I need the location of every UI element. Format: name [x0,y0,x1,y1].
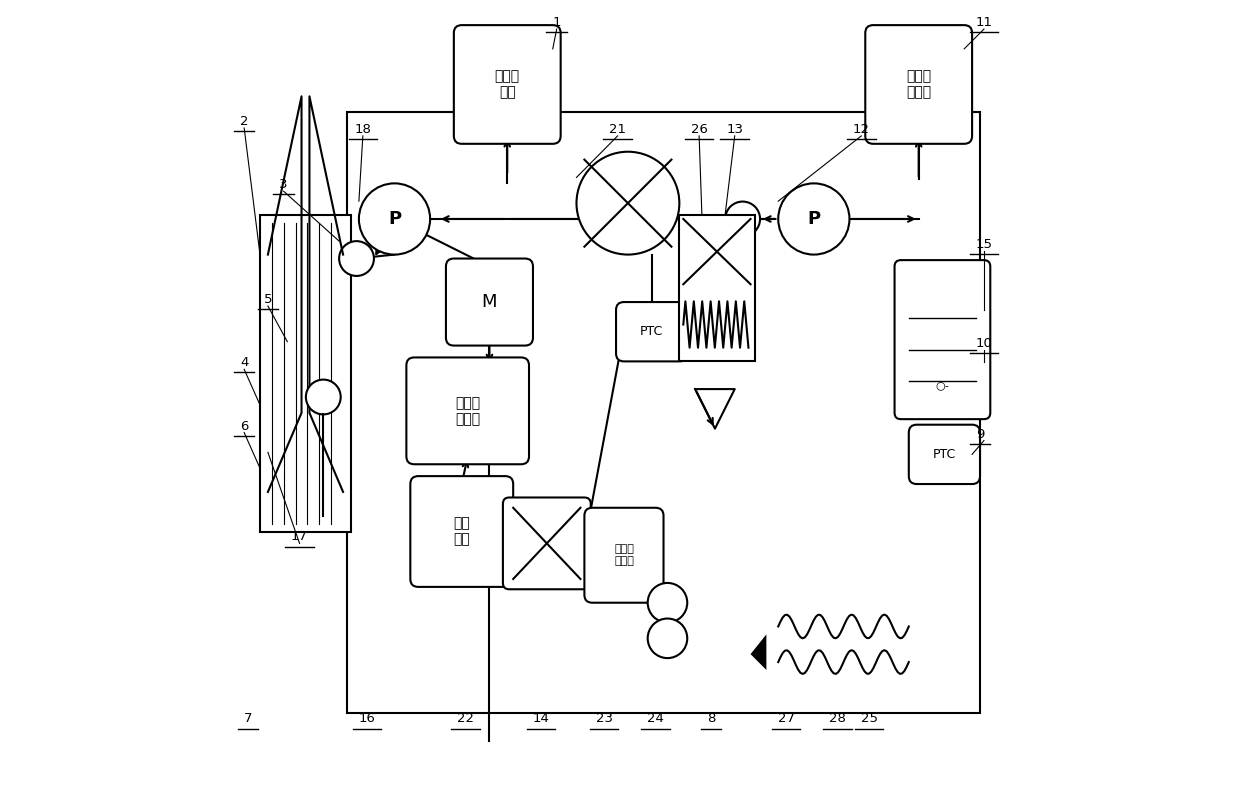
Text: P: P [388,210,401,228]
Text: 14: 14 [532,712,549,726]
Text: 25: 25 [861,712,878,726]
Text: 辅助膨
胀水壶: 辅助膨 胀水壶 [906,69,931,99]
Circle shape [577,152,680,255]
Text: 24: 24 [647,712,665,726]
Text: 22: 22 [458,712,474,726]
Circle shape [339,241,374,276]
Circle shape [647,619,687,658]
Text: 主膨胀
水壶: 主膨胀 水壶 [495,69,520,99]
Text: 11: 11 [976,16,992,29]
Text: 10: 10 [976,337,992,349]
Text: 15: 15 [976,237,992,251]
Circle shape [306,380,341,414]
Text: 18: 18 [355,123,371,136]
FancyBboxPatch shape [454,25,560,144]
FancyBboxPatch shape [616,302,687,361]
Bar [260,215,351,531]
Bar [347,112,980,714]
Text: 辅助电
动模块: 辅助电 动模块 [455,395,480,426]
FancyBboxPatch shape [584,508,663,603]
Text: M: M [481,293,497,311]
FancyBboxPatch shape [909,425,980,484]
Text: 充电
模块: 充电 模块 [454,516,470,546]
FancyBboxPatch shape [410,476,513,587]
Text: 17: 17 [291,530,308,543]
Text: 3: 3 [279,179,288,191]
Text: 6: 6 [241,419,248,433]
Polygon shape [750,634,766,670]
Text: 16: 16 [358,712,376,726]
Text: 23: 23 [595,712,613,726]
Text: 28: 28 [830,712,846,726]
Text: PTC: PTC [640,326,663,338]
Text: 13: 13 [727,123,743,136]
Text: ○-: ○- [935,380,950,390]
Text: 8: 8 [707,712,715,726]
Text: 12: 12 [853,123,869,136]
Text: 4: 4 [241,357,248,369]
FancyBboxPatch shape [446,259,533,345]
FancyBboxPatch shape [894,260,991,419]
Text: 1: 1 [553,16,560,29]
Text: 27: 27 [777,712,795,726]
FancyBboxPatch shape [407,357,529,464]
FancyBboxPatch shape [503,498,590,589]
Circle shape [647,583,687,622]
Text: 干燥器
储液罐: 干燥器 储液罐 [614,545,634,566]
Text: 5: 5 [264,293,272,306]
Text: 7: 7 [244,712,253,726]
Circle shape [725,202,760,237]
Text: 2: 2 [239,115,248,128]
Text: PTC: PTC [932,448,956,461]
Text: P: P [807,210,821,228]
Bar [680,215,754,361]
Circle shape [779,183,849,255]
Circle shape [358,183,430,255]
Text: 21: 21 [609,123,626,136]
Text: 26: 26 [691,123,708,136]
Text: 9: 9 [976,427,985,441]
FancyBboxPatch shape [866,25,972,144]
